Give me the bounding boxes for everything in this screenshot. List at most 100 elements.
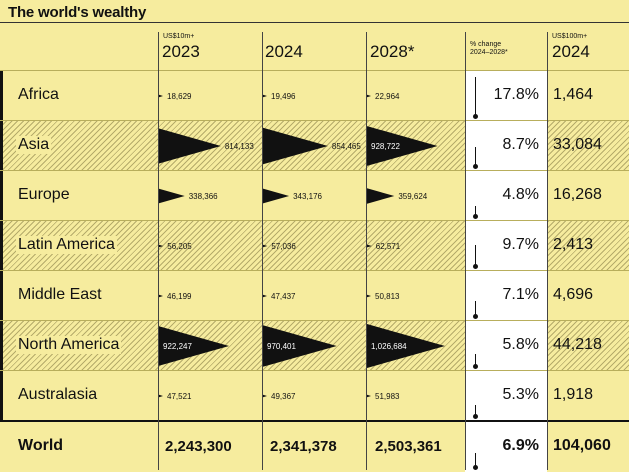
pct-change-cell: 5.8% <box>465 321 547 371</box>
wealth-triangle-mark <box>159 294 163 298</box>
region-label: Middle East <box>18 286 102 303</box>
total-v2028: 2,503,361 <box>375 438 442 455</box>
wealth-triangle-mark <box>367 126 438 166</box>
region-label: Asia <box>16 136 52 154</box>
table-row: Europe 338,366 343,176 359,624 4.8% 16,268 <box>0 170 629 221</box>
ultra-wealthy-value: 1,464 <box>553 86 594 103</box>
triangle-v2024 <box>263 94 267 98</box>
triangle-v2028 <box>367 294 371 298</box>
chart-title: The world's wealthy <box>8 4 147 21</box>
region-label: Australasia <box>18 386 98 403</box>
pct-stem-dot <box>473 164 478 169</box>
pct-change-cell: 6.9% <box>465 422 547 472</box>
pct-change-cell: 9.7% <box>465 221 547 271</box>
pct-stem-mark <box>475 245 476 267</box>
pct-stem-dot <box>473 114 478 119</box>
pct-stem-mark <box>475 452 476 468</box>
pct-stem-mark <box>475 405 476 417</box>
value-v2024: 343,176 <box>293 192 322 201</box>
total-v2024: 2,341,378 <box>270 438 337 455</box>
value-v2028: 50,813 <box>375 292 400 301</box>
wealth-triangle-mark <box>263 244 268 248</box>
header-rule <box>0 22 629 23</box>
wealth-triangle-mark <box>159 326 230 366</box>
year-header-2028: 2028* <box>370 42 415 61</box>
pct-stem-mark <box>475 77 476 117</box>
pct-change-header-line1: % change <box>470 41 502 48</box>
pct-change-header: % change 2024–2028* <box>470 41 508 57</box>
value-v2024: 19,496 <box>271 92 296 101</box>
pct-stem-mark <box>475 147 476 167</box>
triangle-v2028 <box>367 188 395 204</box>
triangle-v2028 <box>367 244 372 248</box>
wealth-triangle-mark <box>367 94 371 98</box>
value-v2023: 56,205 <box>167 242 192 251</box>
pct-change-value: 5.8% <box>502 336 539 353</box>
value-v2024: 854,465 <box>331 142 361 151</box>
wealth-triangle-mark <box>263 294 267 298</box>
pct-stem-dot <box>473 465 478 470</box>
value-v2024: 57,036 <box>271 242 296 251</box>
triangle-v2024 <box>263 244 268 248</box>
wealth-triangle-mark <box>367 294 371 298</box>
triangle-v2028 <box>367 126 438 166</box>
ultra-wealthy-value: 2,413 <box>553 236 594 253</box>
ultra-wealthy-value: 16,268 <box>553 186 602 203</box>
table-row: North America 922,247 970,401 1,026,684 5.8%… <box>0 320 629 371</box>
value-v2024: 47,437 <box>271 292 296 301</box>
pct-change-cell: 17.8% <box>465 71 547 121</box>
divider-col-1 <box>158 32 159 470</box>
pct-stem-mark <box>475 206 476 217</box>
pct-stem-dot <box>473 264 478 269</box>
value-v2028: 51,983 <box>375 392 400 401</box>
value-v2028: 62,571 <box>375 242 401 251</box>
region-label: North America <box>16 336 122 354</box>
total-v2023: 2,243,300 <box>165 438 232 455</box>
wealth-triangle-mark <box>263 188 290 204</box>
triangle-v2024 <box>263 294 267 298</box>
value-v2023: 46,199 <box>167 292 192 301</box>
value-v2028: 359,624 <box>398 192 428 201</box>
total-pct-change: 6.9% <box>502 437 539 454</box>
triangle-v2023 <box>159 294 163 298</box>
pct-change-value: 7.1% <box>502 286 539 303</box>
year-header-2023: 2023 <box>162 42 200 61</box>
pct-change-cell: 4.8% <box>465 171 547 221</box>
value-v2023: 922,247 <box>163 342 192 351</box>
divider-col-5 <box>547 32 548 470</box>
value-v2023: 47,521 <box>167 392 192 401</box>
unit-label-10m: US$10m+ <box>163 33 195 40</box>
divider-col-2 <box>262 32 263 470</box>
unit-label-100m: US$100m+ <box>552 33 588 40</box>
region-label: Africa <box>18 86 59 103</box>
ultra-cell-bg <box>548 321 629 371</box>
row-marker <box>0 371 3 421</box>
triangle-v2023 <box>159 244 164 248</box>
triangle-v2024 <box>263 325 337 367</box>
row-marker <box>0 71 3 121</box>
triangle-v2024 <box>263 127 328 165</box>
pct-stem-dot <box>473 314 478 319</box>
ultra-wealthy-value: 4,696 <box>553 286 594 303</box>
pct-change-cell: 7.1% <box>465 271 547 321</box>
row-marker <box>0 271 3 321</box>
triangle-v2023 <box>159 188 185 204</box>
ultra-cell-bg <box>548 221 629 271</box>
wealth-triangle-mark <box>159 128 221 164</box>
wealth-triangle-mark <box>263 94 267 98</box>
triangle-v2023 <box>159 94 163 98</box>
divider-col-3 <box>366 32 367 470</box>
triangle-v2028 <box>367 324 445 368</box>
pct-change-value: 5.3% <box>502 386 539 403</box>
divider-col-4 <box>465 32 466 470</box>
pct-stem-mark <box>475 301 476 317</box>
pct-change-value: 17.8% <box>493 86 539 103</box>
ultra-wealthy-value: 33,084 <box>553 136 602 153</box>
wealth-triangle-mark <box>367 394 371 398</box>
wealth-triangle-mark <box>263 325 337 367</box>
table-row: Latin America 56,205 57,036 62,571 9.7% 2,413 <box>0 220 629 271</box>
pct-change-header-line2: 2024–2028* <box>470 49 508 56</box>
table-row: Asia 814,133 854,465 928,722 8.7% 33,084 <box>0 120 629 171</box>
ultra-cell-bg <box>548 121 629 171</box>
row-marker <box>0 171 3 221</box>
